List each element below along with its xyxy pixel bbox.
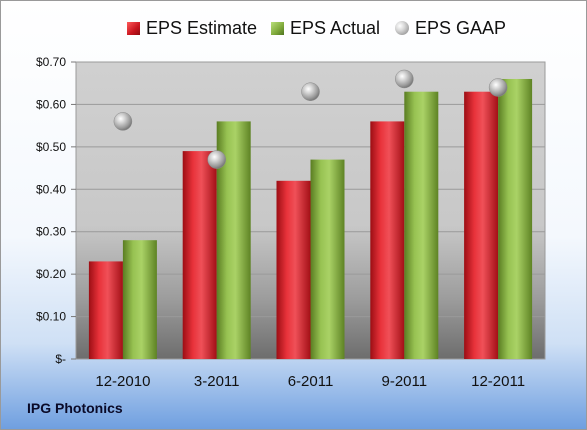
legend: EPS Estimate EPS Actual EPS GAAP xyxy=(0,16,587,40)
legend-label-eps-actual: EPS Actual xyxy=(290,17,381,38)
legend-swatch-eps-estimate xyxy=(127,21,140,35)
point-eps-gaap xyxy=(301,82,320,101)
bar-eps-estimate xyxy=(182,151,217,359)
y-tick-label: $0.40 xyxy=(36,182,66,196)
y-tick-label: $0.60 xyxy=(36,97,66,111)
bar-eps-estimate xyxy=(464,91,499,359)
bar-eps-estimate xyxy=(276,180,311,359)
bar-eps-estimate xyxy=(88,261,123,359)
y-axis-ticks: $- $0.10 $0.20 $0.30 $0.40 $0.50 $0.60 $0.70 xyxy=(36,55,76,366)
bar-eps-estimate xyxy=(370,121,405,360)
x-tick-label: 9-2011 xyxy=(382,373,428,390)
legend-label-eps-estimate: EPS Estimate xyxy=(146,17,258,38)
point-eps-gaap xyxy=(488,78,508,97)
bar-eps-actual xyxy=(310,159,345,359)
x-tick-label: 6-2011 xyxy=(288,373,334,390)
x-axis-ticks: 12-2010 3-2011 6-2011 9-2011 12-2011 xyxy=(95,373,525,390)
bar-eps-actual xyxy=(404,91,439,359)
legend-item-eps-gaap: EPS GAAP xyxy=(395,16,506,40)
legend-swatch-eps-actual xyxy=(271,21,284,35)
y-tick-label: $0.70 xyxy=(36,55,66,69)
point-eps-gaap xyxy=(113,112,133,131)
company-name: IPG Photonics xyxy=(27,400,123,416)
point-eps-gaap xyxy=(395,69,414,89)
gaap-points xyxy=(113,69,508,169)
y-tick-label: $0.30 xyxy=(36,225,66,239)
legend-item-eps-estimate: EPS Estimate xyxy=(127,16,257,40)
legend-item-eps-actual: EPS Actual xyxy=(271,16,380,40)
bar-eps-actual xyxy=(498,78,533,359)
bar-eps-actual xyxy=(122,240,157,359)
y-tick-label: $0.50 xyxy=(36,140,66,154)
y-tick-label: $- xyxy=(55,352,66,366)
y-tick-label: $0.20 xyxy=(36,267,66,281)
legend-label-eps-gaap: EPS GAAP xyxy=(415,17,507,38)
legend-marker-eps-gaap xyxy=(395,21,409,35)
x-tick-label: 12-2011 xyxy=(471,373,525,390)
bars xyxy=(88,78,533,360)
x-tick-label: 3-2011 xyxy=(194,373,240,390)
y-tick-label: $0.10 xyxy=(36,310,66,324)
x-tick-label: 12-2010 xyxy=(95,373,150,390)
point-eps-gaap xyxy=(207,150,226,169)
